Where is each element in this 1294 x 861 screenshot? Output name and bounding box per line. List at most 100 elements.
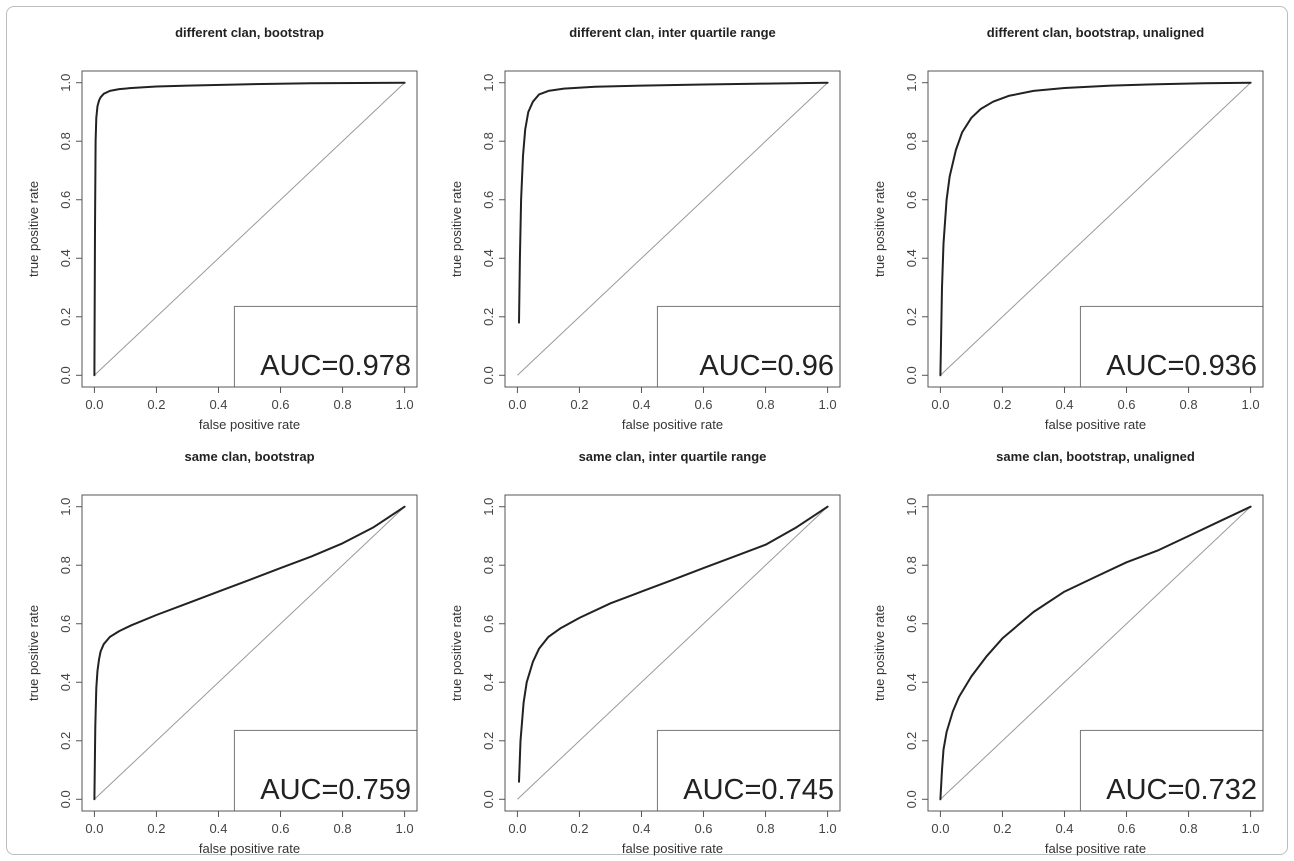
roc-curve-line: [518, 81, 829, 324]
auc-box: [1079, 729, 1264, 812]
roc-chart-svg: same clan, inter quartile range AUC=0.745…: [449, 449, 841, 856]
y-tick-label: 0.4: [481, 673, 496, 691]
diagonal-reference-line: [517, 506, 828, 800]
diagonal-reference-line: [94, 82, 405, 376]
x-tick-label: 1.0: [1242, 397, 1260, 412]
y-tick-label: 0.4: [58, 249, 73, 267]
roc-panel-6: same clan, bootstrap, unaligned AUC=0.732…: [853, 431, 1273, 856]
y-tick-label: 0.2: [481, 732, 496, 750]
x-tick-label: 0.0: [931, 397, 949, 412]
y-tick-label: 0.6: [481, 615, 496, 633]
y-tick-label: 0.8: [904, 556, 919, 574]
y-tick-label: 0.2: [904, 732, 919, 750]
plot-frame: [927, 494, 1264, 812]
y-tick-label: 0.8: [904, 132, 919, 150]
y-tick-label: 1.0: [481, 498, 496, 516]
diagonal-reference-line: [517, 82, 828, 376]
y-tick-label: 0.0: [904, 366, 919, 384]
roc-curve-line: [939, 81, 1252, 377]
y-tick-label: 0.4: [481, 249, 496, 267]
chart-title: different clan, inter quartile range: [569, 25, 776, 40]
y-axis-label: true positive rate: [26, 181, 41, 277]
x-tick-label: 0.4: [1055, 821, 1073, 836]
x-tick-label: 1.0: [396, 821, 414, 836]
auc-label: AUC=0.978: [260, 350, 411, 382]
y-tick-label: 0.2: [481, 308, 496, 326]
x-tick-label: 0.6: [694, 397, 712, 412]
y-axis-label: true positive rate: [449, 605, 464, 701]
y-tick-label: 0.8: [58, 556, 73, 574]
roc-panel-1: different clan, bootstrap AUC=0.978 0.0 0.2…: [7, 7, 427, 432]
x-axis-label: false positive rate: [622, 417, 723, 432]
auc-label: AUC=0.759: [260, 774, 411, 806]
x-tick-label: 0.0: [508, 821, 526, 836]
auc-box: [1079, 305, 1264, 388]
roc-curve-line: [93, 505, 406, 801]
x-tick-label: 0.2: [570, 397, 588, 412]
x-tick-label: 1.0: [396, 397, 414, 412]
chart-title: same clan, inter quartile range: [579, 449, 767, 464]
roc-curve-line: [93, 81, 406, 377]
roc-curve-line: [518, 505, 829, 783]
x-tick-label: 0.8: [334, 821, 352, 836]
x-tick-label: 0.2: [993, 821, 1011, 836]
x-tick-label: 0.4: [209, 821, 227, 836]
x-tick-label: 0.4: [1055, 397, 1073, 412]
y-tick-label: 1.0: [58, 74, 73, 92]
x-tick-label: 0.2: [147, 821, 165, 836]
x-axis-label: false positive rate: [622, 841, 723, 856]
x-tick-label: 0.8: [1180, 821, 1198, 836]
y-tick-label: 0.8: [58, 132, 73, 150]
chart-title: different clan, bootstrap: [175, 25, 324, 40]
auc-label: AUC=0.96: [699, 350, 834, 382]
x-tick-label: 0.4: [209, 397, 227, 412]
auc-box: [656, 305, 841, 388]
x-tick-label: 0.8: [1180, 397, 1198, 412]
x-tick-label: 0.6: [1117, 821, 1135, 836]
roc-panel-2: different clan, inter quartile range AUC=…: [430, 7, 850, 432]
x-tick-label: 1.0: [819, 397, 837, 412]
x-tick-label: 0.2: [570, 821, 588, 836]
y-tick-label: 0.4: [58, 673, 73, 691]
y-tick-label: 0.6: [481, 191, 496, 209]
auc-box: [233, 729, 418, 812]
x-tick-label: 0.2: [147, 397, 165, 412]
auc-label: AUC=0.732: [1106, 774, 1257, 806]
chart-title: same clan, bootstrap: [184, 449, 314, 464]
auc-label: AUC=0.936: [1106, 350, 1257, 382]
x-tick-label: 0.8: [757, 397, 775, 412]
y-tick-label: 0.8: [481, 556, 496, 574]
y-axis-label: true positive rate: [872, 181, 887, 277]
y-axis-label: true positive rate: [872, 605, 887, 701]
x-tick-label: 0.6: [271, 821, 289, 836]
plot-frame: [927, 70, 1264, 388]
y-tick-label: 0.0: [481, 790, 496, 808]
x-axis-label: false positive rate: [1045, 841, 1146, 856]
y-tick-label: 0.6: [58, 615, 73, 633]
y-tick-label: 0.0: [58, 790, 73, 808]
x-tick-label: 0.8: [757, 821, 775, 836]
roc-panel-5: same clan, inter quartile range AUC=0.745…: [430, 431, 850, 856]
x-tick-label: 0.0: [931, 821, 949, 836]
plot-frame: [81, 494, 418, 812]
x-tick-label: 0.6: [271, 397, 289, 412]
roc-curve-line: [939, 505, 1252, 801]
y-tick-label: 0.4: [904, 249, 919, 267]
x-tick-label: 1.0: [1242, 821, 1260, 836]
x-axis-label: false positive rate: [199, 417, 300, 432]
y-tick-label: 0.0: [904, 790, 919, 808]
roc-panel-4: same clan, bootstrap AUC=0.759 0.0 0.2 0.4 0.…: [7, 431, 427, 856]
x-tick-label: 0.8: [334, 397, 352, 412]
x-tick-label: 0.4: [632, 397, 650, 412]
x-axis-label: false positive rate: [1045, 417, 1146, 432]
x-tick-label: 0.0: [508, 397, 526, 412]
roc-chart-svg: different clan, bootstrap, unaligned AUC=…: [872, 25, 1264, 432]
plot-frame: [504, 70, 841, 388]
plot-frame: [81, 70, 418, 388]
y-tick-label: 0.0: [481, 366, 496, 384]
y-tick-label: 0.0: [58, 366, 73, 384]
y-tick-label: 0.6: [58, 191, 73, 209]
x-tick-label: 0.6: [694, 821, 712, 836]
x-tick-label: 0.0: [85, 821, 103, 836]
y-tick-label: 0.6: [904, 615, 919, 633]
